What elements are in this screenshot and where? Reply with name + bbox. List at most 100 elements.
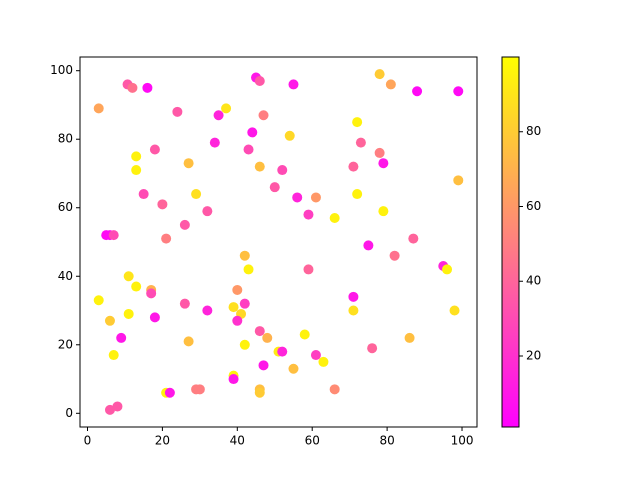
point [412,86,423,97]
point [374,69,385,80]
point [453,86,464,97]
point [213,110,224,121]
colorbar [501,56,520,428]
point [131,151,142,162]
point [254,387,265,398]
x-tick-label: 20 [155,434,170,448]
point [385,79,396,90]
point [374,147,385,158]
point [254,326,265,337]
point [303,264,314,275]
point [149,312,160,323]
point [202,305,213,316]
x-tick-label: 60 [305,434,320,448]
x-tick-label: 80 [379,434,394,448]
point [310,192,321,203]
point [348,291,359,302]
point [194,384,205,395]
colorbar-tick-label: 60 [526,199,541,213]
point [183,158,194,169]
point [262,332,273,343]
point [108,230,119,241]
point [131,165,142,176]
y-tick-label: 80 [58,132,73,146]
point [239,250,250,261]
point [449,305,460,316]
point [288,363,299,374]
point [239,298,250,309]
point [284,130,295,141]
point [292,192,303,203]
point [442,264,453,275]
colorbar-tick-label: 20 [526,348,541,362]
point [258,360,269,371]
y-tick-label: 0 [65,406,73,420]
point [228,374,239,385]
point [232,284,243,295]
point [161,233,172,244]
point [104,315,115,326]
point [142,82,153,93]
point [232,315,243,326]
point [408,233,419,244]
point [93,103,104,114]
point [404,332,415,343]
point [254,161,265,172]
point [303,209,314,220]
point [228,302,239,313]
y-tick-label: 20 [58,337,73,351]
point [243,264,254,275]
plot-frame [79,56,478,428]
point [108,350,119,361]
point [453,175,464,186]
y-tick-label: 60 [58,200,73,214]
point [355,137,366,148]
point [247,127,258,138]
point [329,384,340,395]
point [239,339,250,350]
colorbar-tick-label: 80 [526,124,541,138]
point [183,336,194,347]
x-tick-label: 40 [230,434,245,448]
point [378,158,389,169]
point [164,387,175,398]
point [149,144,160,155]
point [310,350,321,361]
x-tick-label: 0 [84,434,92,448]
point [269,182,280,193]
point [367,343,378,354]
point [329,213,340,224]
point [104,404,115,415]
point [116,332,127,343]
point [93,295,104,306]
point [348,305,359,316]
point [138,189,149,200]
point [172,106,183,117]
point [202,206,213,217]
point [191,189,202,200]
point [288,79,299,90]
point [318,356,329,367]
point [277,346,288,357]
point [363,240,374,251]
point [258,110,269,121]
point [209,137,220,148]
point [157,199,168,210]
point [131,281,142,292]
point [123,271,134,282]
point [179,219,190,230]
point [378,206,389,217]
y-tick-label: 100 [50,63,73,77]
point [389,250,400,261]
y-tick-label: 40 [58,269,73,283]
point [123,308,134,319]
point [179,298,190,309]
point [127,82,138,93]
colorbar-tick-label: 40 [526,274,541,288]
point [348,161,359,172]
x-tick-label: 100 [451,434,474,448]
point [277,165,288,176]
point [221,103,232,114]
point [146,288,157,299]
